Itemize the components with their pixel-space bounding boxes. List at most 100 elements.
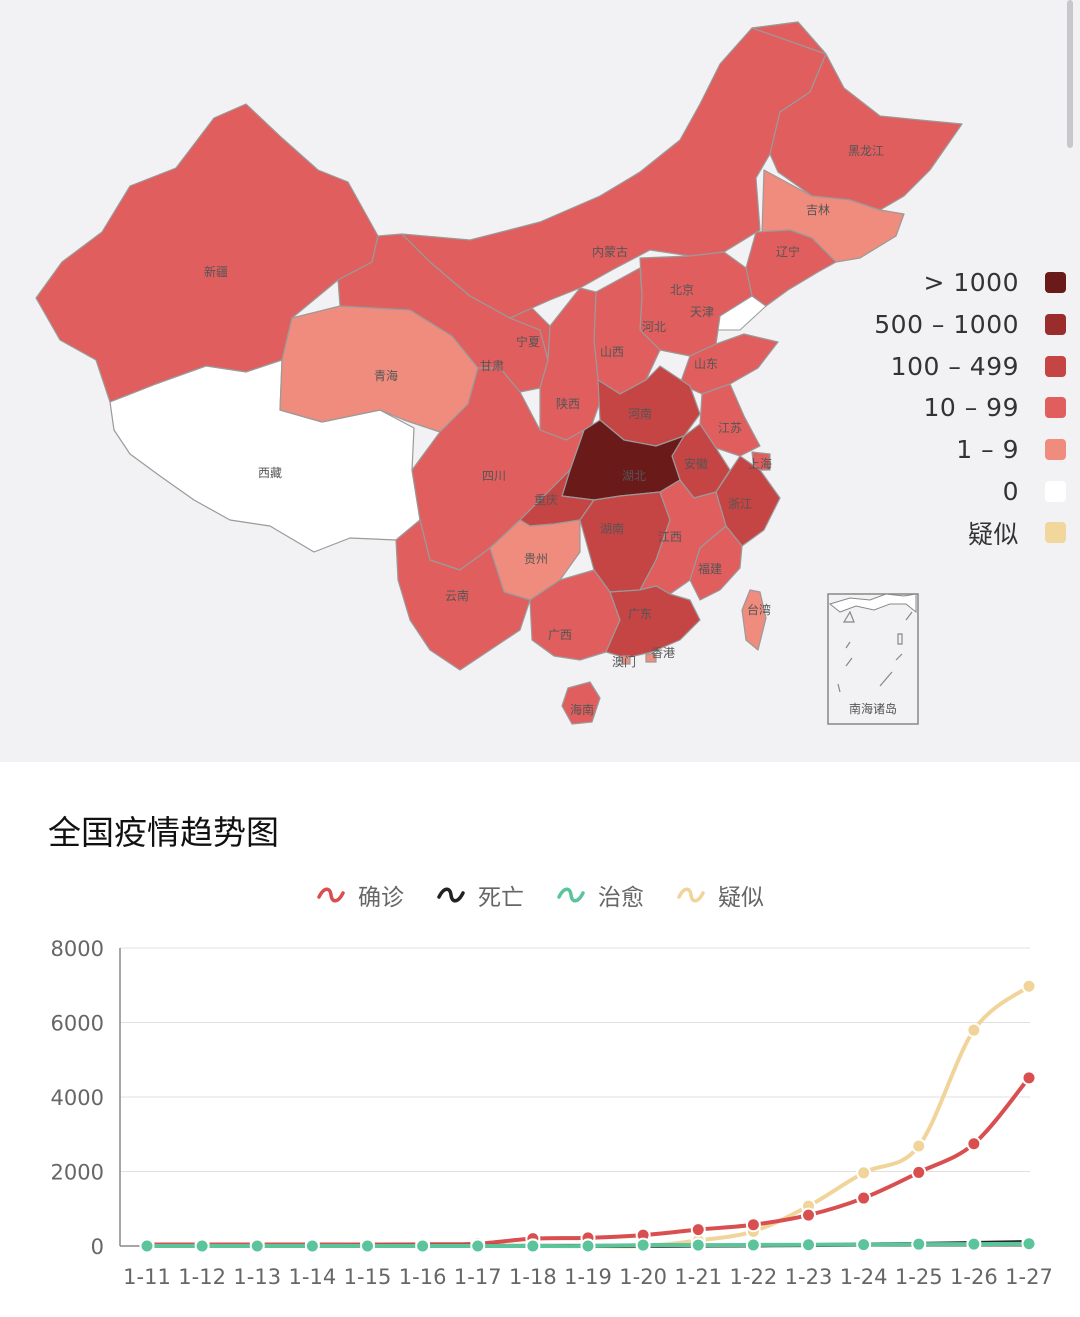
- y-tick-label: 4000: [51, 1086, 104, 1110]
- data-point[interactable]: [911, 1138, 927, 1154]
- data-point[interactable]: [856, 1165, 872, 1181]
- legend-label: > 1000: [923, 268, 1019, 298]
- data-point[interactable]: [525, 1238, 541, 1254]
- legend-item[interactable]: 1 – 9: [826, 429, 1066, 471]
- province-label: 上海: [748, 456, 772, 471]
- chart-title: 全国疫情趋势图: [48, 813, 279, 852]
- chart-legend-item[interactable]: 死亡: [436, 878, 524, 912]
- data-point[interactable]: [745, 1217, 761, 1233]
- chart-legend: 确诊 死亡 治愈 疑似: [0, 878, 1080, 912]
- legend-item[interactable]: 疑似: [826, 512, 1066, 554]
- legend-swatch: [1045, 397, 1066, 419]
- data-point[interactable]: [139, 1238, 155, 1254]
- province-label: 山东: [694, 357, 718, 371]
- data-point[interactable]: [966, 1236, 982, 1252]
- x-tick-label: 1-20: [619, 1265, 667, 1289]
- province-label: 江西: [658, 530, 682, 544]
- province-label: 内蒙古: [592, 244, 628, 259]
- south-china-sea-inset: 南海诸岛: [827, 593, 919, 725]
- province-32[interactable]: [621, 655, 631, 665]
- data-point[interactable]: [415, 1238, 431, 1254]
- province-33[interactable]: [561, 681, 601, 725]
- province-30[interactable]: [741, 589, 767, 651]
- data-point[interactable]: [801, 1207, 816, 1223]
- data-point[interactable]: [745, 1237, 761, 1253]
- legend-label: 疑似: [967, 519, 1019, 549]
- data-point[interactable]: [1021, 978, 1037, 994]
- province-25[interactable]: [689, 525, 743, 601]
- legend-item[interactable]: > 1000: [826, 262, 1066, 304]
- province-27[interactable]: [395, 519, 531, 671]
- province-29[interactable]: [605, 585, 701, 659]
- data-point[interactable]: [635, 1237, 651, 1253]
- data-point[interactable]: [966, 1136, 982, 1152]
- y-tick-label: 2000: [51, 1161, 104, 1185]
- province-label: 宁夏: [516, 334, 540, 349]
- data-point[interactable]: [1021, 1070, 1037, 1086]
- map-legend: > 1000 500 – 1000 100 – 499 10 – 99 1 – 9 0 疑似: [826, 262, 1066, 554]
- province-18[interactable]: [751, 451, 771, 471]
- data-point[interactable]: [690, 1237, 706, 1253]
- province-label: 澳门: [612, 654, 636, 669]
- x-tick-label: 1-21: [674, 1265, 722, 1289]
- data-point[interactable]: [304, 1238, 320, 1254]
- legend-swatch: [1045, 480, 1066, 502]
- data-point[interactable]: [911, 1164, 927, 1180]
- scrollbar-thumb[interactable]: [1067, 0, 1073, 148]
- province-31[interactable]: [645, 653, 657, 663]
- legend-label: 1 – 9: [956, 435, 1019, 465]
- data-point[interactable]: [1021, 1236, 1037, 1252]
- x-tick-label: 1-18: [509, 1265, 557, 1289]
- data-point[interactable]: [580, 1238, 596, 1254]
- province-label: 陕西: [556, 396, 580, 411]
- province-label: 青海: [374, 368, 398, 383]
- province-label: 广西: [548, 628, 572, 642]
- trend-line-chart: 0 2000 4000 6000 8000 1-11 1-12 1-13 1-14 1-15 1-1…: [51, 937, 1053, 1289]
- province-label: 安徽: [684, 456, 708, 471]
- y-tick-label: 8000: [51, 937, 104, 961]
- x-tick-label: 1-15: [344, 1265, 392, 1289]
- x-tick-label: 1-22: [730, 1265, 778, 1289]
- legend-label: 100 – 499: [890, 351, 1019, 381]
- province-label: 贵州: [524, 552, 548, 566]
- data-point[interactable]: [801, 1237, 816, 1253]
- legend-item[interactable]: 500 – 1000: [826, 304, 1066, 346]
- legend-item[interactable]: 10 – 99: [826, 387, 1066, 429]
- province-13[interactable]: [539, 287, 601, 441]
- legend-label: 500 – 1000: [874, 310, 1019, 340]
- legend-swatch: [1045, 272, 1066, 294]
- data-point[interactable]: [360, 1238, 375, 1254]
- data-point[interactable]: [470, 1238, 486, 1254]
- province-label: 重庆: [534, 493, 558, 507]
- inset-label: 南海诸岛: [849, 701, 897, 716]
- province-6[interactable]: [751, 21, 963, 211]
- china-map-panel: 新疆 西藏 青海 甘肃 宁夏 内蒙古 黑龙江 吉林 辽宁 北京 天津 河北 山西 陕西 山东 河南 江苏 安徽 上海…: [0, 0, 1080, 762]
- chart-legend-item[interactable]: 疑似: [676, 878, 764, 912]
- data-point[interactable]: [249, 1238, 265, 1254]
- data-point[interactable]: [194, 1238, 210, 1254]
- chart-legend-label: 治愈: [598, 885, 644, 911]
- data-point[interactable]: [856, 1190, 872, 1206]
- chart-legend-item[interactable]: 治愈: [556, 878, 644, 912]
- x-tick-label: 1-11: [123, 1265, 171, 1289]
- province-label: 香港: [651, 646, 675, 660]
- x-tick-label: 1-25: [895, 1265, 943, 1289]
- legend-swatch: [1045, 522, 1066, 544]
- data-point[interactable]: [966, 1022, 982, 1038]
- chart-legend-label: 疑似: [718, 885, 764, 911]
- province-label: 海南: [570, 702, 594, 717]
- legend-label: 0: [1002, 476, 1019, 506]
- legend-item[interactable]: 100 – 499: [826, 345, 1066, 387]
- x-tick-label: 1-24: [840, 1265, 888, 1289]
- x-tick-label: 1-19: [564, 1265, 612, 1289]
- data-point[interactable]: [911, 1236, 927, 1252]
- province-label: 江苏: [718, 421, 742, 435]
- chart-legend-item[interactable]: 确诊: [316, 878, 404, 912]
- province-label: 西藏: [258, 466, 282, 480]
- data-point[interactable]: [856, 1237, 872, 1253]
- data-point[interactable]: [690, 1222, 706, 1238]
- y-tick-label: 6000: [51, 1012, 104, 1036]
- legend-item[interactable]: 0: [826, 470, 1066, 512]
- province-label: 山西: [600, 345, 624, 359]
